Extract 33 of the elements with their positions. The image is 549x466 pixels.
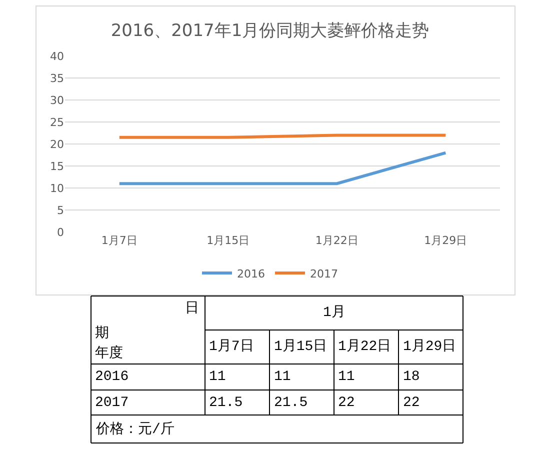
x-tick-label: 1月22日 xyxy=(315,234,358,247)
data-label: 11 xyxy=(274,369,291,385)
chart-title: 2016、2017年1月份同期大菱鲆价格走势 xyxy=(110,20,430,41)
y-tick-label: 40 xyxy=(50,50,64,63)
y-tick-label: 25 xyxy=(50,116,64,129)
data-label: 11 xyxy=(209,369,226,385)
data-label: 21.5 xyxy=(209,395,243,411)
x-tick-label: 1月29日 xyxy=(424,234,468,247)
x-tick-label: 1月7日 xyxy=(209,339,254,355)
data-label: 18 xyxy=(403,369,420,385)
data-label: 21.5 xyxy=(274,395,308,411)
text: 日 xyxy=(185,301,199,317)
text: 价格：元/斤 xyxy=(95,421,174,438)
y-tick-label: 30 xyxy=(50,94,64,107)
y-tick-label: 0 xyxy=(57,226,64,239)
y-tick-label: 35 xyxy=(50,72,64,85)
x-tick-label: 1月15日 xyxy=(274,339,328,355)
legend-label: 2016 xyxy=(237,267,265,280)
x-tick-label: 1月7日 xyxy=(101,234,138,247)
y-tick-label: 10 xyxy=(50,182,64,195)
text: 年度 xyxy=(95,345,123,362)
y-tick-label: 15 xyxy=(50,160,64,173)
x-tick-label: 1月29日 xyxy=(403,339,456,355)
data-label: 22 xyxy=(338,395,355,411)
text: 期 xyxy=(95,325,109,342)
x-tick-label: 1月15日 xyxy=(206,234,250,247)
legend-label: 2017 xyxy=(310,267,338,280)
data-label: 11 xyxy=(338,369,355,385)
x-tick-label: 1月22日 xyxy=(338,339,392,355)
y-tick-label: 5 xyxy=(57,204,64,217)
y-tick-label: 20 xyxy=(50,138,64,151)
text: 1月 xyxy=(323,305,346,321)
data-label: 22 xyxy=(403,395,420,411)
